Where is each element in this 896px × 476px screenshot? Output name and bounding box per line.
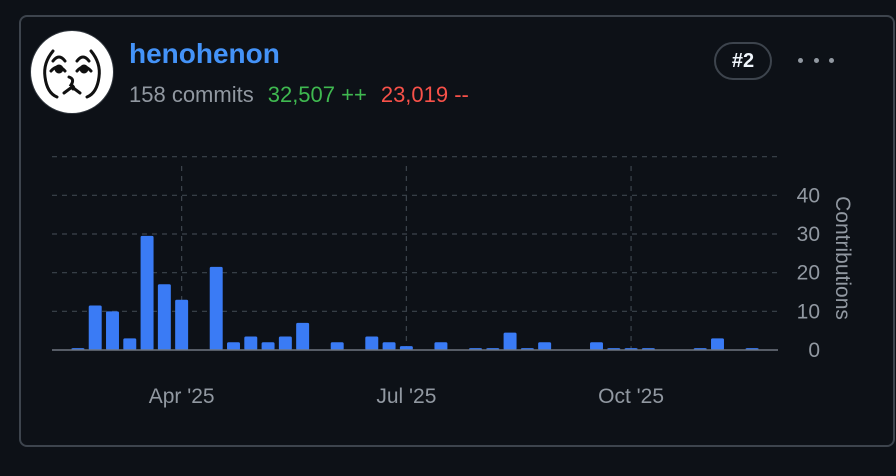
y-tick-label: 30 xyxy=(797,223,820,246)
y-tick-label: 0 xyxy=(808,339,820,362)
deletions-count: 23,019 -- xyxy=(380,82,469,107)
y-tick-label: 10 xyxy=(797,300,820,323)
kebab-horizontal-icon[interactable] xyxy=(798,46,834,74)
y-tick-label: 20 xyxy=(797,262,820,285)
contribution-bar[interactable] xyxy=(209,266,223,350)
contribution-bar[interactable] xyxy=(538,342,552,350)
y-axis-labels: 0 10 20 30 40 xyxy=(797,184,820,362)
contributor-card xyxy=(19,15,895,447)
commit-count: 158 commits xyxy=(129,82,254,107)
contribution-bar[interactable] xyxy=(123,338,137,350)
contribution-bar[interactable] xyxy=(88,305,102,350)
contribution-bar[interactable] xyxy=(157,284,171,350)
contribution-bar[interactable] xyxy=(261,342,275,350)
y-tick-label: 40 xyxy=(797,184,820,207)
contribution-bar[interactable] xyxy=(590,342,603,350)
contribution-bar[interactable] xyxy=(296,322,310,350)
rank-badge: #2 xyxy=(714,42,772,80)
username-link[interactable]: henohenon xyxy=(129,38,280,69)
contribution-bar[interactable] xyxy=(227,342,240,350)
more-dot xyxy=(813,57,819,63)
contribution-bar[interactable] xyxy=(278,336,292,350)
more-dot xyxy=(829,57,834,63)
x-tick-label: Oct '25 xyxy=(598,385,664,408)
more-dot xyxy=(798,57,803,63)
contribution-bar[interactable] xyxy=(382,342,396,350)
commit-stats: 158 commits 32,507 ++ 23,019 -- xyxy=(129,82,469,108)
x-tick-label: Jul '25 xyxy=(376,385,436,408)
contribution-bar[interactable] xyxy=(711,338,724,350)
y-axis-title: Contributions xyxy=(831,196,854,320)
x-axis-labels: Apr '25 Jul '25 Oct '25 xyxy=(149,385,664,408)
contribution-bar[interactable] xyxy=(365,336,379,350)
avatar-face-icon xyxy=(43,49,101,99)
chart-grid xyxy=(52,156,778,350)
avatar[interactable] xyxy=(31,31,113,113)
chart-bars xyxy=(71,235,759,350)
contribution-bar[interactable] xyxy=(106,311,119,350)
contribution-bar[interactable] xyxy=(244,336,258,350)
contribution-bar[interactable] xyxy=(434,342,448,350)
contribution-bar[interactable] xyxy=(330,342,344,350)
x-tick-label: Apr '25 xyxy=(149,385,215,408)
contribution-bar[interactable] xyxy=(503,332,517,350)
contribution-bar[interactable] xyxy=(175,299,189,350)
additions-count: 32,507 ++ xyxy=(267,82,367,107)
contribution-bar[interactable] xyxy=(399,346,413,350)
contribution-bar[interactable] xyxy=(140,235,154,350)
